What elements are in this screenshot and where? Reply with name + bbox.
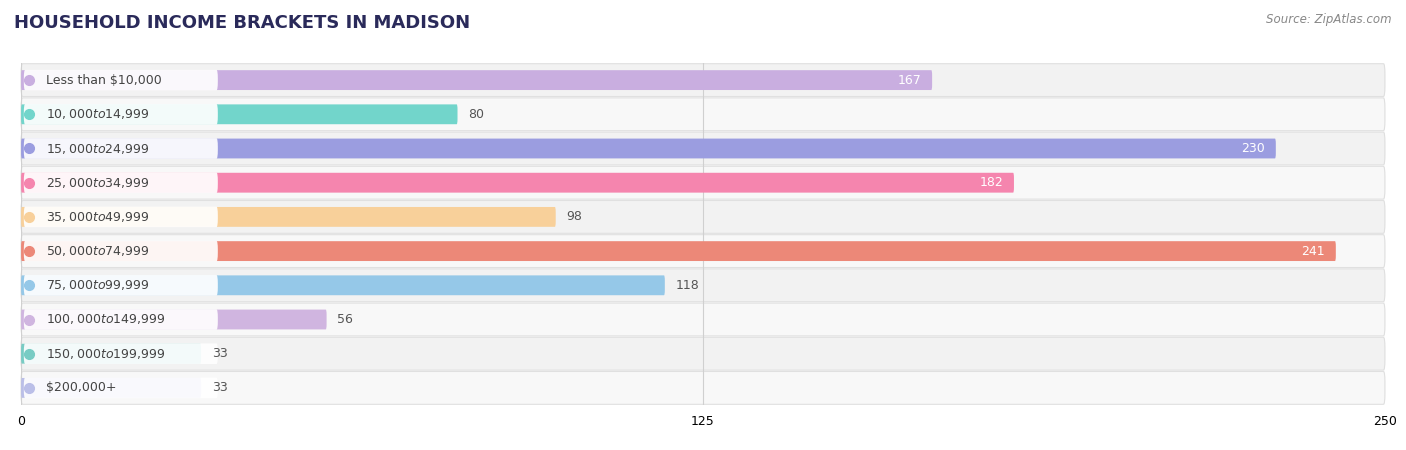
Text: 33: 33 bbox=[212, 347, 228, 360]
Text: HOUSEHOLD INCOME BRACKETS IN MADISON: HOUSEHOLD INCOME BRACKETS IN MADISON bbox=[14, 14, 470, 32]
Text: $100,000 to $149,999: $100,000 to $149,999 bbox=[45, 312, 165, 327]
Text: 182: 182 bbox=[980, 176, 1002, 189]
Text: 80: 80 bbox=[468, 108, 485, 121]
FancyBboxPatch shape bbox=[21, 173, 1014, 193]
FancyBboxPatch shape bbox=[21, 269, 1385, 302]
FancyBboxPatch shape bbox=[21, 132, 1385, 165]
FancyBboxPatch shape bbox=[21, 338, 1385, 370]
Text: $25,000 to $34,999: $25,000 to $34,999 bbox=[45, 176, 149, 190]
Text: $50,000 to $74,999: $50,000 to $74,999 bbox=[45, 244, 149, 258]
FancyBboxPatch shape bbox=[21, 303, 1385, 336]
Text: Source: ZipAtlas.com: Source: ZipAtlas.com bbox=[1267, 14, 1392, 27]
FancyBboxPatch shape bbox=[21, 241, 1336, 261]
Text: Less than $10,000: Less than $10,000 bbox=[45, 74, 162, 86]
Text: $75,000 to $99,999: $75,000 to $99,999 bbox=[45, 278, 149, 293]
FancyBboxPatch shape bbox=[21, 275, 665, 295]
Text: $35,000 to $49,999: $35,000 to $49,999 bbox=[45, 210, 149, 224]
FancyBboxPatch shape bbox=[21, 166, 1385, 199]
FancyBboxPatch shape bbox=[21, 344, 201, 364]
FancyBboxPatch shape bbox=[24, 70, 218, 90]
Text: 118: 118 bbox=[676, 279, 699, 292]
FancyBboxPatch shape bbox=[21, 235, 1385, 267]
Text: $10,000 to $14,999: $10,000 to $14,999 bbox=[45, 107, 149, 122]
FancyBboxPatch shape bbox=[21, 310, 326, 329]
FancyBboxPatch shape bbox=[24, 343, 218, 364]
Text: 241: 241 bbox=[1302, 245, 1324, 257]
FancyBboxPatch shape bbox=[24, 378, 218, 398]
FancyBboxPatch shape bbox=[24, 309, 218, 330]
Text: 230: 230 bbox=[1241, 142, 1265, 155]
Text: $150,000 to $199,999: $150,000 to $199,999 bbox=[45, 346, 165, 361]
FancyBboxPatch shape bbox=[21, 98, 1385, 130]
FancyBboxPatch shape bbox=[21, 378, 201, 398]
FancyBboxPatch shape bbox=[21, 201, 1385, 233]
FancyBboxPatch shape bbox=[24, 104, 218, 125]
FancyBboxPatch shape bbox=[24, 138, 218, 159]
Text: 33: 33 bbox=[212, 382, 228, 394]
FancyBboxPatch shape bbox=[21, 139, 1275, 158]
FancyBboxPatch shape bbox=[24, 172, 218, 193]
FancyBboxPatch shape bbox=[21, 70, 932, 90]
Text: 98: 98 bbox=[567, 211, 582, 223]
Text: 56: 56 bbox=[337, 313, 353, 326]
Text: 167: 167 bbox=[897, 74, 921, 86]
Text: $15,000 to $24,999: $15,000 to $24,999 bbox=[45, 141, 149, 156]
FancyBboxPatch shape bbox=[21, 64, 1385, 96]
FancyBboxPatch shape bbox=[24, 241, 218, 261]
FancyBboxPatch shape bbox=[21, 207, 555, 227]
FancyBboxPatch shape bbox=[21, 372, 1385, 404]
FancyBboxPatch shape bbox=[24, 275, 218, 296]
Text: $200,000+: $200,000+ bbox=[45, 382, 117, 394]
FancyBboxPatch shape bbox=[24, 207, 218, 227]
FancyBboxPatch shape bbox=[21, 104, 457, 124]
